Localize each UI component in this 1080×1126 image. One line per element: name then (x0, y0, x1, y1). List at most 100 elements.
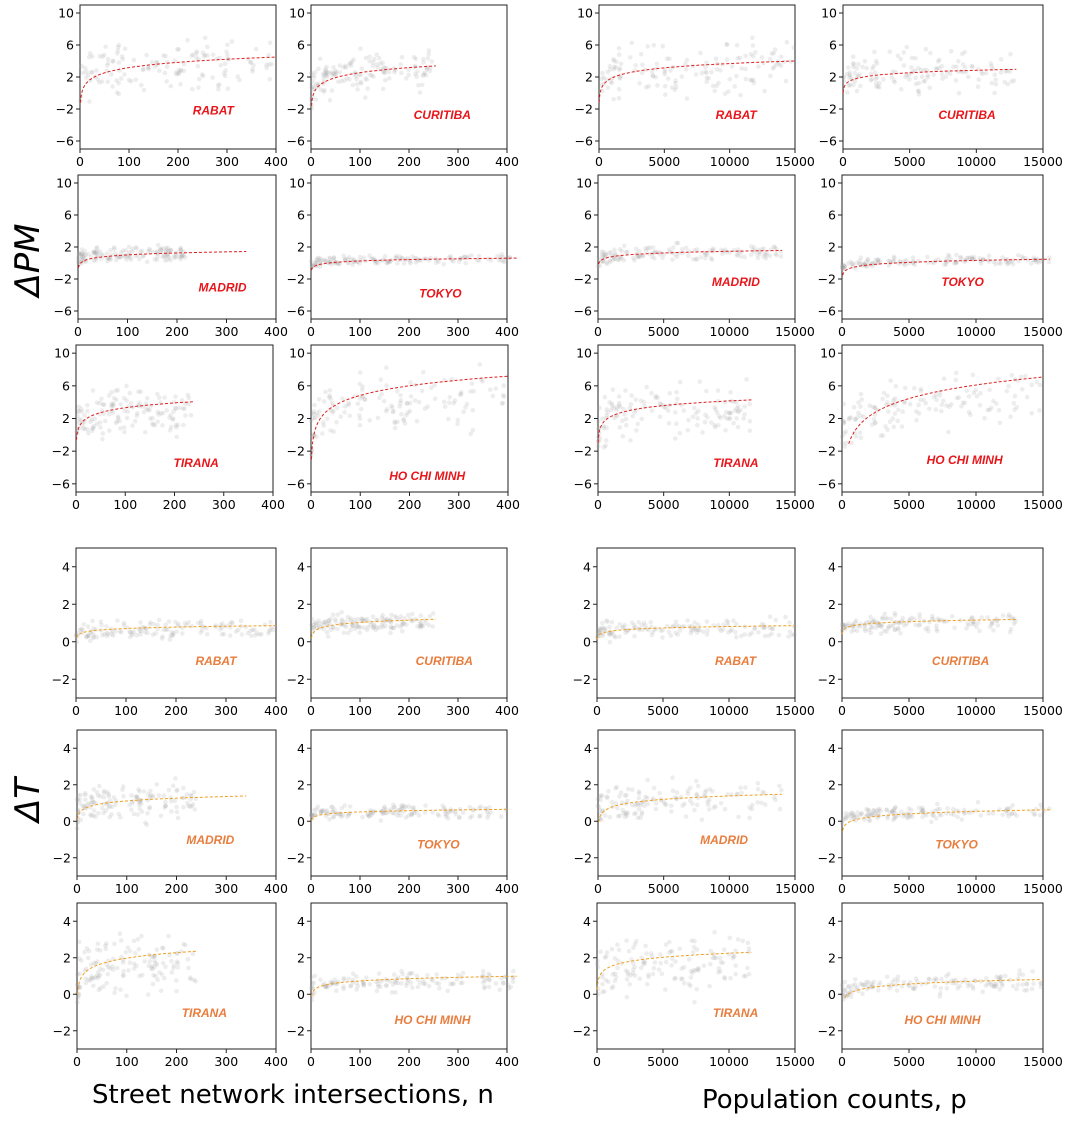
scatter-point (328, 616, 334, 622)
scatter-point (607, 63, 613, 69)
scatter-point (154, 962, 160, 967)
scatter-point (312, 432, 317, 438)
scatter-point (188, 793, 193, 798)
scatter-point (478, 804, 484, 809)
scatter-point (604, 261, 610, 267)
x-tick-label: 15000 (1023, 881, 1063, 896)
scatter-point (657, 790, 662, 796)
scatter-point (145, 407, 151, 413)
scatter-point (907, 617, 913, 622)
scatter-point (86, 431, 91, 436)
scatter-point (1037, 813, 1043, 818)
scatter-point (103, 946, 108, 952)
scatter-point (680, 976, 685, 981)
scatter-point (147, 804, 153, 810)
scatter-point (330, 804, 335, 810)
scatter-point (83, 65, 88, 71)
scatter-point (324, 621, 330, 627)
scatter-point (602, 626, 608, 631)
scatter-point (146, 246, 152, 252)
scatter-point (1005, 82, 1010, 87)
scatter-point (161, 53, 166, 58)
panel-frame (841, 174, 1044, 320)
scatter-point (853, 620, 858, 625)
scatter-point (361, 255, 367, 260)
scatter-point (361, 982, 366, 988)
scatter-point (76, 409, 81, 414)
scatter-point (156, 617, 162, 623)
scatter-point (173, 394, 178, 400)
scatter-point (345, 630, 351, 636)
scatter-point (870, 618, 875, 624)
scatter-point (908, 813, 913, 818)
scatter-point (477, 362, 483, 367)
scatter-point (79, 247, 85, 252)
scatter-point (347, 77, 352, 82)
scatter-point (162, 254, 167, 259)
scatter-point (857, 258, 862, 264)
scatter-point (167, 415, 172, 421)
scatter-point (359, 81, 364, 86)
scatter-point (325, 260, 331, 266)
scatter-point (311, 625, 316, 631)
scatter-point (86, 977, 91, 983)
scatter-point (631, 255, 636, 261)
scatter-point (632, 811, 637, 817)
scatter-point (178, 254, 184, 259)
city-label: MADRID (712, 275, 760, 289)
scatter-point (997, 986, 1002, 992)
scatter-point (493, 386, 499, 391)
scatter-point (488, 387, 493, 393)
scatter-point (698, 255, 704, 260)
scatter-point (899, 619, 905, 624)
scatter-point (204, 631, 210, 637)
x-tick-label: 100 (348, 881, 372, 896)
scatter-point (245, 56, 251, 62)
scatter-point (617, 813, 622, 819)
scatter-point (351, 257, 357, 262)
scatter-point (339, 814, 344, 820)
scatter-point (991, 628, 996, 633)
scatter-point (406, 72, 412, 78)
scatter-point (326, 395, 332, 400)
scatter-point (344, 814, 350, 819)
scatter-point (309, 813, 315, 818)
x-tick-label: 0 (76, 154, 84, 169)
scatter-point (371, 625, 377, 630)
scatter-point (869, 624, 875, 630)
scatter-point (912, 616, 917, 622)
scatter-point (367, 418, 373, 423)
scatter-point (384, 983, 390, 988)
scatter-point (935, 801, 940, 807)
scatter-point (1037, 382, 1043, 388)
scatter-point (174, 951, 180, 956)
scatter-point (83, 75, 89, 80)
scatter-point (932, 808, 938, 814)
scatter-point (87, 978, 93, 983)
scatter-point (734, 43, 740, 48)
scatter-point (361, 983, 367, 988)
scatter-cloud (77, 35, 274, 104)
scatter-point (875, 84, 881, 89)
scatter-point (416, 83, 421, 88)
scatter-point (321, 73, 326, 78)
scatter-point (915, 979, 920, 984)
scatter-point (600, 70, 605, 76)
scatter-point (841, 816, 846, 822)
scatter-point (74, 982, 80, 988)
scatter-point (910, 985, 916, 991)
scatter-point (889, 809, 895, 815)
scatter-point (954, 395, 960, 401)
x-tick-label: 100 (348, 324, 372, 339)
y-tick-label: 10 (820, 176, 836, 191)
scatter-point (738, 254, 743, 259)
scatter-point (966, 74, 971, 80)
scatter-point (179, 252, 185, 258)
scatter-point (844, 815, 849, 820)
scatter-point (365, 86, 371, 91)
scatter-point (178, 245, 184, 251)
scatter-point (124, 625, 130, 631)
scatter-point (367, 982, 373, 987)
